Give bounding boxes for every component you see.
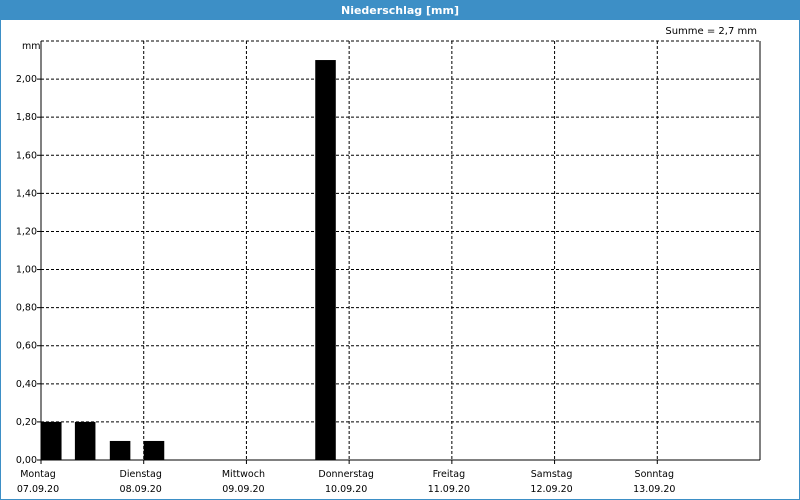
y-tick-label: 1,60 bbox=[16, 150, 37, 161]
bar bbox=[109, 440, 131, 460]
x-tick-label-date: 13.09.20 bbox=[633, 484, 675, 495]
y-tick-label: 1,80 bbox=[16, 112, 37, 123]
y-tick-label: 1,00 bbox=[16, 265, 37, 276]
x-tick-label-date: 12.09.20 bbox=[530, 484, 572, 495]
x-tick-label-day: Montag bbox=[20, 469, 56, 480]
x-tick-label-date: 09.09.20 bbox=[222, 484, 264, 495]
bar bbox=[41, 421, 62, 460]
y-tick-label: 0,40 bbox=[16, 379, 37, 390]
chart-title: Niederschlag [mm] bbox=[1, 1, 799, 20]
x-tick-label-date: 10.09.20 bbox=[325, 484, 367, 495]
y-tick-label: 0,60 bbox=[16, 341, 37, 352]
x-tick-label-day: Samstag bbox=[531, 469, 573, 480]
y-tick-label: 0,20 bbox=[16, 417, 37, 428]
y-tick-label: 0,00 bbox=[16, 455, 37, 466]
bar bbox=[74, 421, 96, 460]
x-tick-label-date: 07.09.20 bbox=[17, 484, 59, 495]
x-tick-label-day: Dienstag bbox=[120, 469, 162, 480]
bar bbox=[143, 440, 165, 460]
x-tick-label-day: Freitag bbox=[433, 469, 466, 480]
x-tick-label-date: 11.09.20 bbox=[428, 484, 470, 495]
y-tick-label: 0,80 bbox=[16, 303, 37, 314]
y-tick-label: 1,40 bbox=[16, 188, 37, 199]
y-tick-label: 1,20 bbox=[16, 226, 37, 237]
sum-label: Summe = 2,7 mm bbox=[665, 26, 757, 37]
bar bbox=[315, 60, 336, 460]
x-tick-label-day: Sonntag bbox=[635, 469, 674, 480]
y-tick-label: 2,00 bbox=[16, 74, 37, 85]
y-axis-label: mm bbox=[22, 41, 41, 52]
x-tick-label-day: Donnerstag bbox=[318, 469, 373, 480]
x-tick-label-day: Mittwoch bbox=[222, 469, 265, 480]
x-tick-label-date: 08.09.20 bbox=[120, 484, 162, 495]
